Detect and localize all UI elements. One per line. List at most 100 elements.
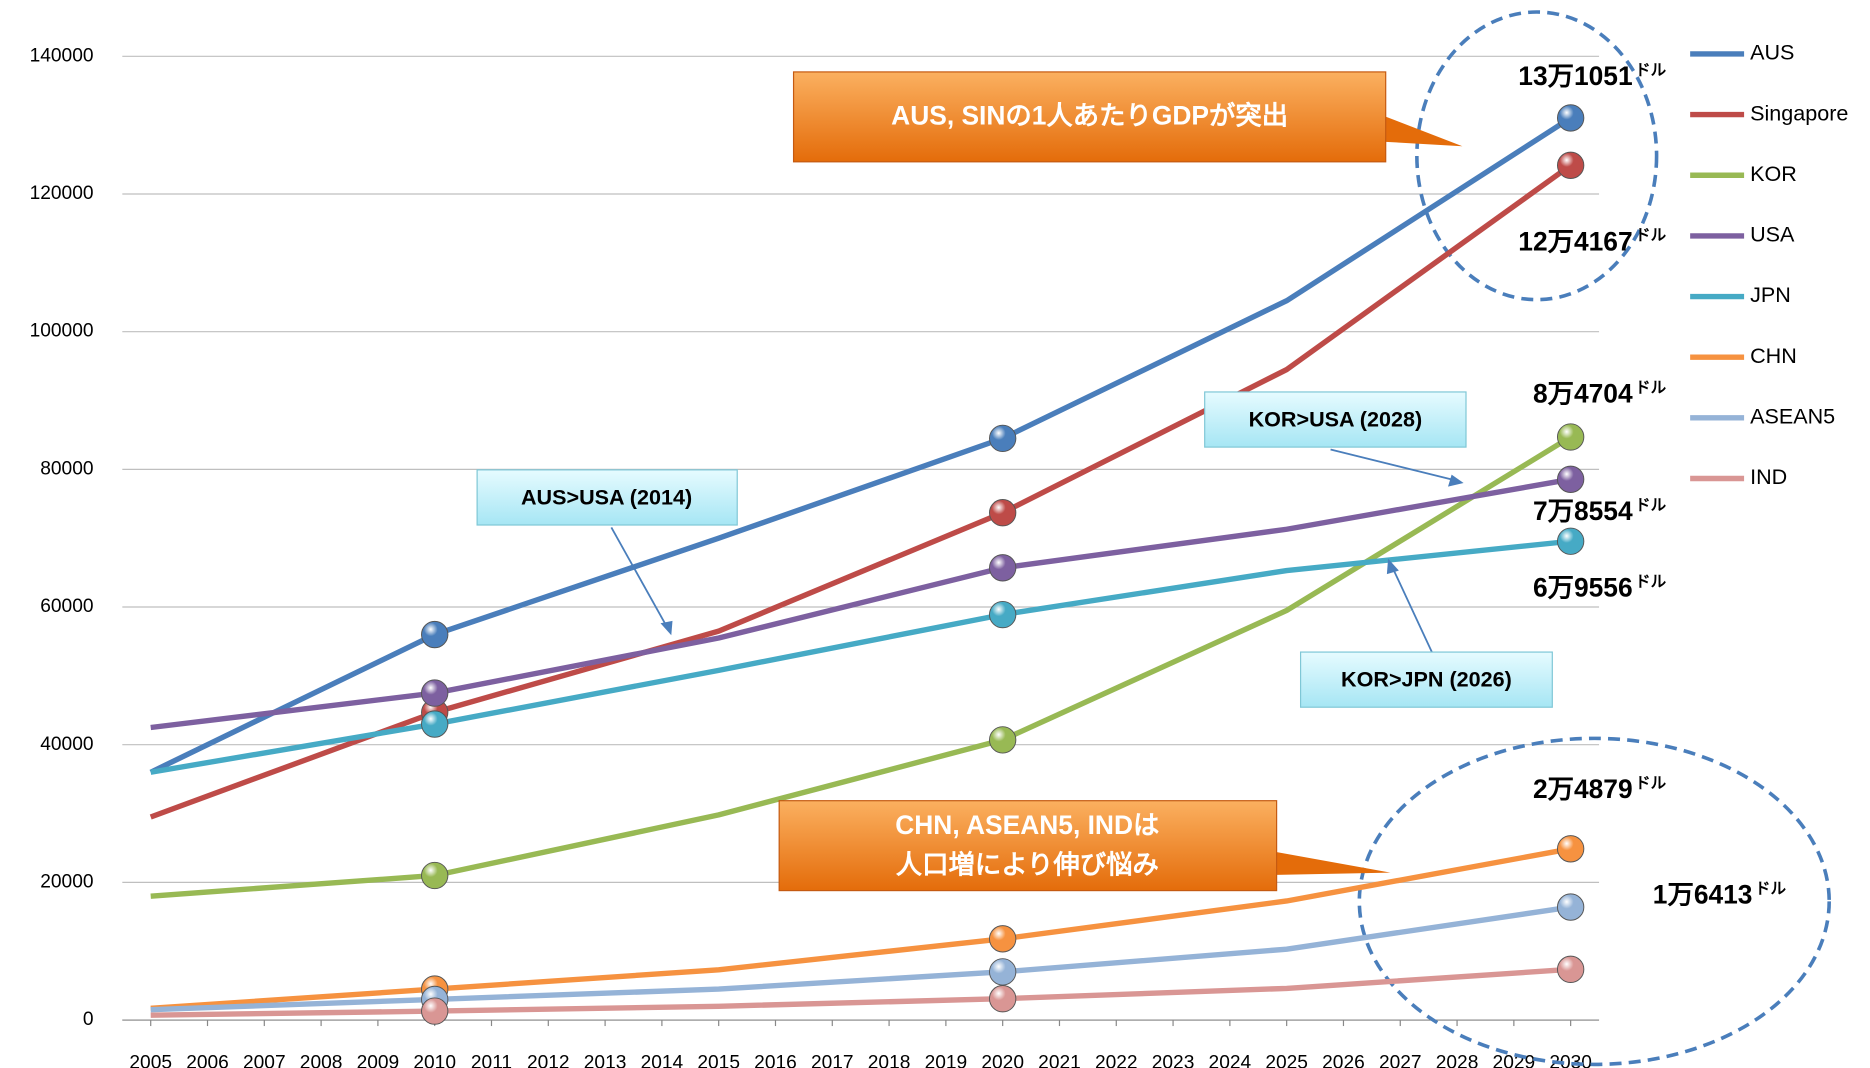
point-marker [421,620,449,649]
value-label: 8万4704 [1533,379,1633,409]
series-line [150,904,1572,1013]
x-tick-label: 2024 [1209,1052,1252,1068]
point-marker [1556,423,1585,451]
annotations: AUS, SINの1人あたりGDPが突出 CHN, ASEAN5, INDは 人… [476,71,1553,892]
point-marker [421,679,449,707]
highlight-ellipse [1415,10,1659,302]
x-tick-label: 2027 [1379,1052,1422,1068]
x-tick-label: 2005 [129,1052,172,1068]
value-label: 1万6413 [1653,880,1753,910]
x-tick-label: 2029 [1493,1052,1536,1068]
legend-label: CHN [1750,343,1797,368]
x-tick-label: 2013 [584,1052,627,1068]
arrow [1330,448,1457,482]
value-label-unit: ドル [1635,379,1667,396]
legend-label: JPN [1750,282,1791,307]
x-tick-label: 2016 [754,1052,797,1068]
point-marker [1556,835,1585,863]
x-tick-label: 2009 [357,1052,400,1068]
y-tick-label: 80000 [40,458,93,479]
x-tick-label: 2007 [243,1052,286,1068]
y-tick-label: 100000 [30,321,94,342]
x-tick-label: 2019 [925,1052,968,1068]
value-label: 6万9556 [1533,573,1633,603]
x-tick-label: 2006 [186,1052,229,1068]
note-box [1204,391,1467,448]
x-tick-label: 2011 [471,1052,512,1068]
value-label: 12万4167 [1518,226,1632,256]
arrow-head [660,620,673,636]
callout-text: 人口増により伸び悩み [896,850,1159,880]
legend-label: ASEAN5 [1750,404,1835,429]
callout-box [792,71,1387,163]
callout-pointer [1270,851,1391,876]
point-marker [989,424,1017,453]
point-marker [989,958,1017,986]
callout-text: AUS, SINの1人あたりGDPが突出 [891,100,1288,130]
point-marker [1556,893,1585,921]
point-marker [989,726,1017,754]
point-marker [989,985,1017,1013]
x-tick-label: 2018 [868,1052,911,1068]
legend-label: KOR [1750,161,1797,186]
note-text: KOR>USA (2028) [1249,406,1423,431]
series-line [150,846,1572,1012]
point-marker [1556,527,1585,555]
y-tick-label: 0 [83,1009,94,1030]
x-tick-label: 2020 [981,1052,1024,1068]
x-tick-label: 2025 [1265,1052,1308,1068]
legend-label: AUS [1750,40,1794,65]
callout-box [778,800,1278,892]
note-text: KOR>JPN (2026) [1341,667,1512,692]
arrow [610,526,670,631]
x-tick-label: 2022 [1095,1052,1138,1068]
series-line [150,434,1573,899]
x-tick-label: 2023 [1152,1052,1195,1068]
arrow-head [1386,558,1399,575]
point-marker [1556,104,1585,132]
x-tick-label: 2026 [1322,1052,1365,1068]
note-box [1299,651,1553,708]
x-tick-label: 2028 [1436,1052,1479,1068]
legend-label: USA [1750,222,1795,247]
point-marker [421,710,449,738]
value-label: 7万8554 [1533,496,1633,526]
value-label-unit: ドル [1635,574,1667,591]
y-tick-label: 60000 [40,596,93,617]
point-marker [989,499,1017,527]
highlight-ellipse [1357,736,1831,1067]
point-marker [421,997,449,1025]
y-tick-label: 40000 [40,734,93,755]
arrow [1390,565,1434,654]
value-label-unit: ドル [1635,497,1667,514]
point-marker [989,554,1017,582]
x-tick-label: 2014 [641,1052,684,1068]
point-marker [1556,955,1585,983]
value-label-unit: ドル [1755,881,1787,898]
callout-text: CHN, ASEAN5, INDは [895,810,1159,840]
point-marker [421,861,449,890]
value-label-unit: ドル [1635,62,1667,79]
series-line [149,163,1573,820]
legend-label: IND [1750,464,1787,489]
series-line [149,115,1573,775]
series-line [150,966,1571,1018]
value-label: 13万1051 [1518,61,1632,91]
y-tick-label: 140000 [30,45,94,66]
value-label-unit: ドル [1635,227,1667,244]
y-tick-label: 120000 [30,183,94,204]
series-line [150,538,1571,775]
point-marker [989,925,1017,953]
value-label: 2万4879 [1533,774,1633,804]
x-tick-label: 2015 [697,1052,740,1068]
legend-label: Singapore [1750,100,1848,125]
note-box [476,469,738,526]
x-tick-label: 2021 [1038,1052,1081,1068]
x-tick-label: 2010 [413,1052,456,1068]
point-marker [1556,151,1585,179]
value-label-unit: ドル [1635,775,1667,792]
note-text: AUS>USA (2014) [521,484,692,509]
arrow-head [1448,474,1464,487]
point-marker [1556,465,1585,493]
